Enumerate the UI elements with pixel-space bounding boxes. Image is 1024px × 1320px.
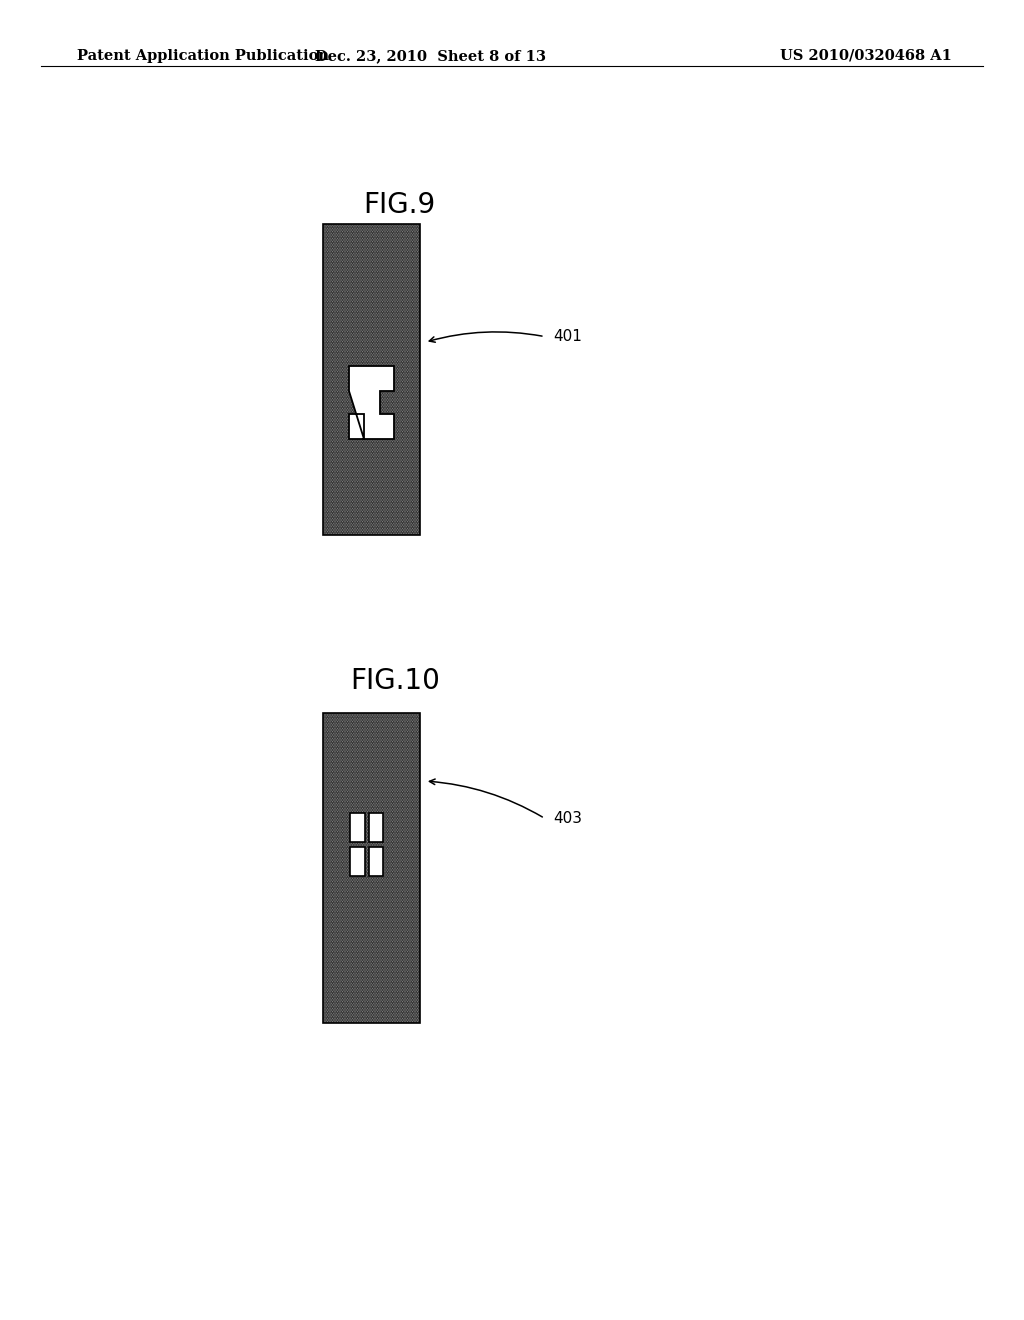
Text: 401: 401: [553, 329, 582, 345]
Polygon shape: [349, 367, 394, 438]
Text: FIG.9: FIG.9: [364, 191, 436, 219]
Text: Patent Application Publication: Patent Application Publication: [77, 49, 329, 63]
Bar: [369, 847, 383, 876]
Text: US 2010/0320468 A1: US 2010/0320468 A1: [780, 49, 952, 63]
Text: Dec. 23, 2010  Sheet 8 of 13: Dec. 23, 2010 Sheet 8 of 13: [314, 49, 546, 63]
Text: FIG.10: FIG.10: [350, 667, 440, 694]
Bar: [323, 224, 420, 535]
Bar: [350, 813, 365, 842]
Bar: [369, 813, 383, 842]
Text: 403: 403: [553, 810, 582, 826]
Bar: [323, 713, 420, 1023]
Bar: [350, 847, 365, 876]
Bar: [323, 224, 420, 535]
Bar: [323, 713, 420, 1023]
